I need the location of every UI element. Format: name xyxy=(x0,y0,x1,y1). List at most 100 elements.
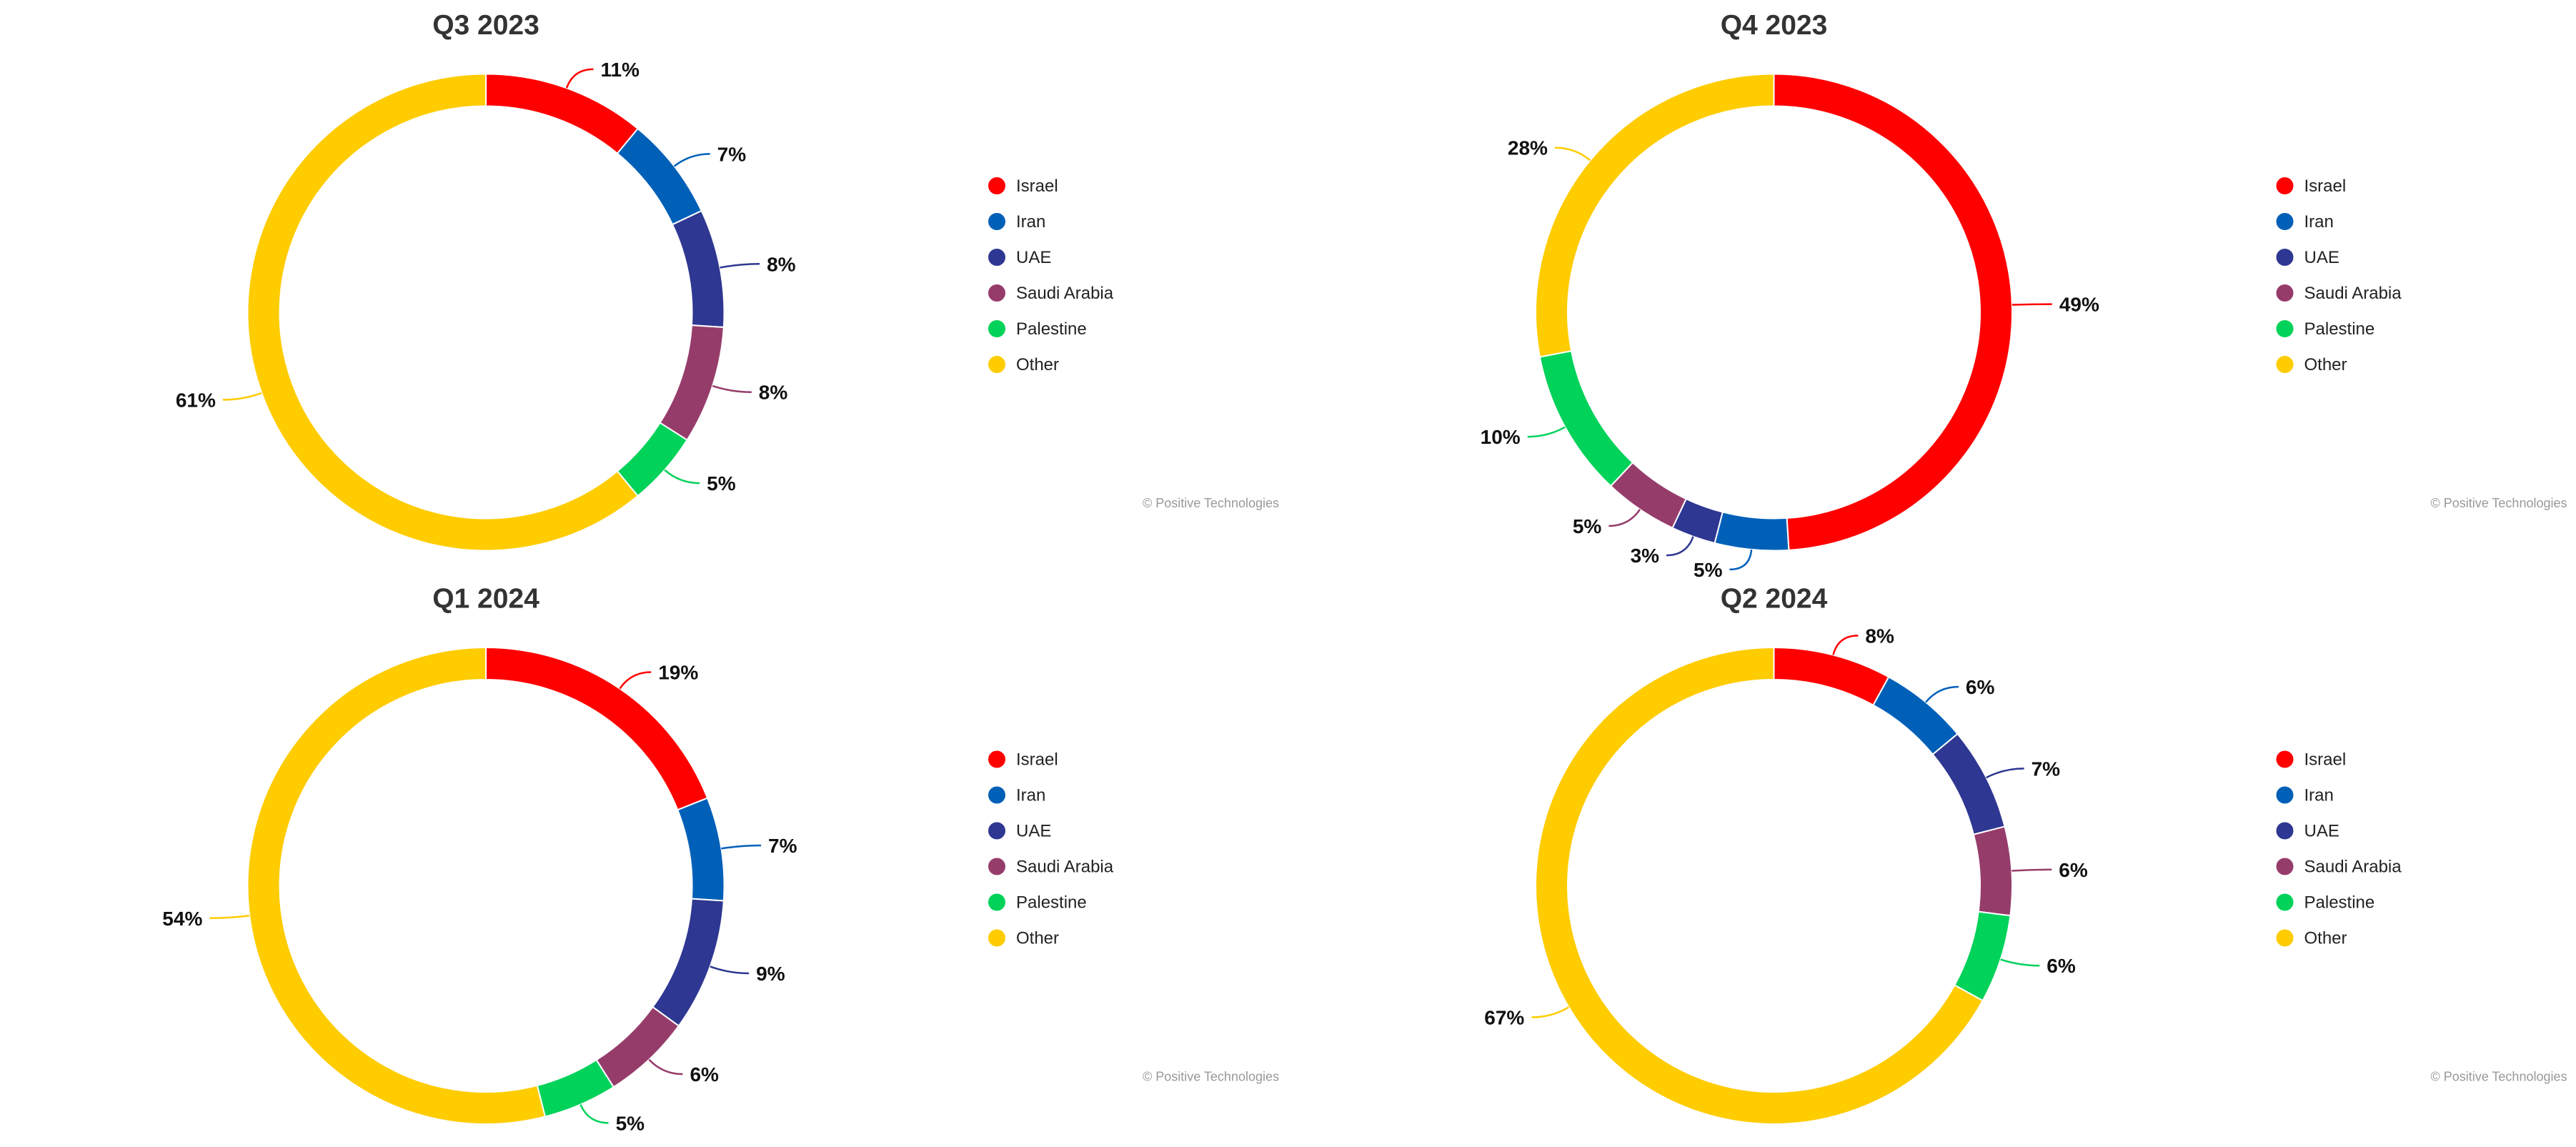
chart-panel-q1-2024: Q1 2024 19% 7% 9% 6% 5% 54% Israel Iran UAE Saudi … xyxy=(162,584,1279,1135)
connector-saudi-arabia xyxy=(1608,509,1641,527)
data-label-other: 61% xyxy=(176,389,216,411)
data-label-iran: 5% xyxy=(1694,559,1723,581)
data-label-palestine: 5% xyxy=(616,1112,645,1134)
connector-other xyxy=(209,915,250,920)
connector-palestine xyxy=(1527,426,1566,438)
slice-israel[interactable] xyxy=(1773,646,1890,707)
data-label-iran: 6% xyxy=(1966,676,1995,698)
legend-label: Other xyxy=(1016,355,1059,374)
data-label-uae: 9% xyxy=(756,963,785,985)
legend-marker xyxy=(988,249,1005,266)
connector-israel xyxy=(619,671,652,690)
chart-panel-q4-2023: Q4 2023 49% 5% 3% 5% 10% 28% Israel Iran UAE Saudi… xyxy=(1481,10,2567,581)
data-label-other: 67% xyxy=(1484,1007,1524,1029)
data-label-israel: 49% xyxy=(2059,294,2099,316)
data-label-iran: 7% xyxy=(768,835,797,857)
connector-other xyxy=(222,392,262,401)
connector-saudi-arabia xyxy=(712,384,752,393)
data-label-other: 54% xyxy=(162,908,202,930)
data-label-uae: 8% xyxy=(767,253,796,275)
legend-item-israel[interactable]: Israel xyxy=(2276,177,2347,196)
legend: Israel Iran UAE Saudi Arabia Palestine Other xyxy=(2276,750,2402,948)
legend-marker xyxy=(2276,356,2294,373)
legend-marker xyxy=(988,320,1005,337)
legend-label: Saudi Arabia xyxy=(1016,284,1114,303)
legend-item-other[interactable]: Other xyxy=(2276,929,2347,948)
slice-iran[interactable] xyxy=(616,127,703,226)
legend-item-israel[interactable]: Israel xyxy=(2276,750,2347,770)
legend-item-uae[interactable]: UAE xyxy=(2276,248,2339,267)
credit-text: © Positive Technologies xyxy=(2430,496,2567,510)
slice-palestine[interactable] xyxy=(1538,349,1634,487)
connector-israel xyxy=(565,68,594,89)
slice-other[interactable] xyxy=(1535,646,1984,1125)
legend-item-saudi-arabia[interactable]: Saudi Arabia xyxy=(2276,858,2402,877)
legend-item-israel[interactable]: Israel xyxy=(988,750,1058,770)
slice-uae[interactable] xyxy=(1931,733,2006,835)
connector-uae xyxy=(1986,768,2024,779)
legend-label: Israel xyxy=(2304,177,2347,196)
legend-label: Palestine xyxy=(1016,893,1087,913)
slice-uae[interactable] xyxy=(671,209,725,329)
legend-item-other[interactable]: Other xyxy=(2276,355,2347,374)
legend-item-saudi-arabia[interactable]: Saudi Arabia xyxy=(988,858,1114,877)
slice-iran[interactable] xyxy=(1714,511,1790,552)
chart-title: Q3 2023 xyxy=(432,10,539,41)
data-label-uae: 7% xyxy=(2032,758,2061,780)
legend-item-palestine[interactable]: Palestine xyxy=(2276,893,2375,913)
slice-israel[interactable] xyxy=(485,73,639,155)
legend-label: UAE xyxy=(2304,248,2339,267)
legend-label: UAE xyxy=(1016,822,1051,841)
data-label-israel: 8% xyxy=(1865,625,1894,647)
legend-label: Israel xyxy=(1016,177,1058,196)
legend-marker xyxy=(2276,320,2294,337)
legend-item-uae[interactable]: UAE xyxy=(988,248,1051,267)
legend-marker xyxy=(988,284,1005,302)
legend-marker xyxy=(2276,822,2294,840)
legend-item-palestine[interactable]: Palestine xyxy=(988,319,1087,339)
slice-palestine[interactable] xyxy=(1953,910,2011,1002)
legend-item-saudi-arabia[interactable]: Saudi Arabia xyxy=(988,284,1114,303)
legend-item-uae[interactable]: UAE xyxy=(2276,822,2339,841)
slice-saudi-arabia[interactable] xyxy=(659,324,725,442)
legend-item-iran[interactable]: Iran xyxy=(2276,212,2334,232)
chart-title: Q4 2023 xyxy=(1721,10,1828,41)
slice-saudi-arabia[interactable] xyxy=(1972,825,2013,917)
legend: Israel Iran UAE Saudi Arabia Palestine Other xyxy=(2276,177,2402,374)
connector-other xyxy=(1554,147,1591,162)
legend-label: Israel xyxy=(1016,750,1058,770)
slice-other[interactable] xyxy=(1535,73,1775,358)
legend-item-uae[interactable]: UAE xyxy=(988,822,1051,841)
connector-iran xyxy=(1729,549,1753,571)
data-label-palestine: 10% xyxy=(1481,426,1521,448)
credit-text: © Positive Technologies xyxy=(1143,496,1279,510)
legend-item-other[interactable]: Other xyxy=(988,929,1059,948)
connector-israel xyxy=(1832,635,1859,655)
chart-title: Q2 2024 xyxy=(1721,584,1828,615)
legend-item-palestine[interactable]: Palestine xyxy=(988,893,1087,913)
legend-label: Israel xyxy=(2304,750,2347,770)
data-label-iran: 7% xyxy=(717,143,747,165)
legend-item-saudi-arabia[interactable]: Saudi Arabia xyxy=(2276,284,2402,303)
legend-label: Other xyxy=(2304,929,2347,948)
slice-uae[interactable] xyxy=(652,898,725,1027)
legend-marker xyxy=(2276,177,2294,194)
slice-other[interactable] xyxy=(247,73,639,552)
legend-item-iran[interactable]: Iran xyxy=(2276,786,2334,805)
legend-item-palestine[interactable]: Palestine xyxy=(2276,319,2375,339)
data-label-israel: 11% xyxy=(600,59,640,81)
legend-item-other[interactable]: Other xyxy=(988,355,1059,374)
slice-saudi-arabia[interactable] xyxy=(595,1006,680,1088)
legend-marker xyxy=(2276,213,2294,230)
slice-other[interactable] xyxy=(247,646,547,1125)
slice-israel[interactable] xyxy=(1773,73,2013,551)
legend-label: Other xyxy=(2304,355,2347,374)
legend-item-iran[interactable]: Iran xyxy=(988,786,1045,805)
slice-palestine[interactable] xyxy=(536,1058,615,1118)
legend-label: Palestine xyxy=(1016,319,1087,339)
legend-label: Iran xyxy=(1016,786,1045,805)
legend-marker xyxy=(988,356,1005,373)
slice-iran[interactable] xyxy=(676,797,725,902)
legend-item-israel[interactable]: Israel xyxy=(988,177,1058,196)
legend-item-iran[interactable]: Iran xyxy=(988,212,1045,232)
